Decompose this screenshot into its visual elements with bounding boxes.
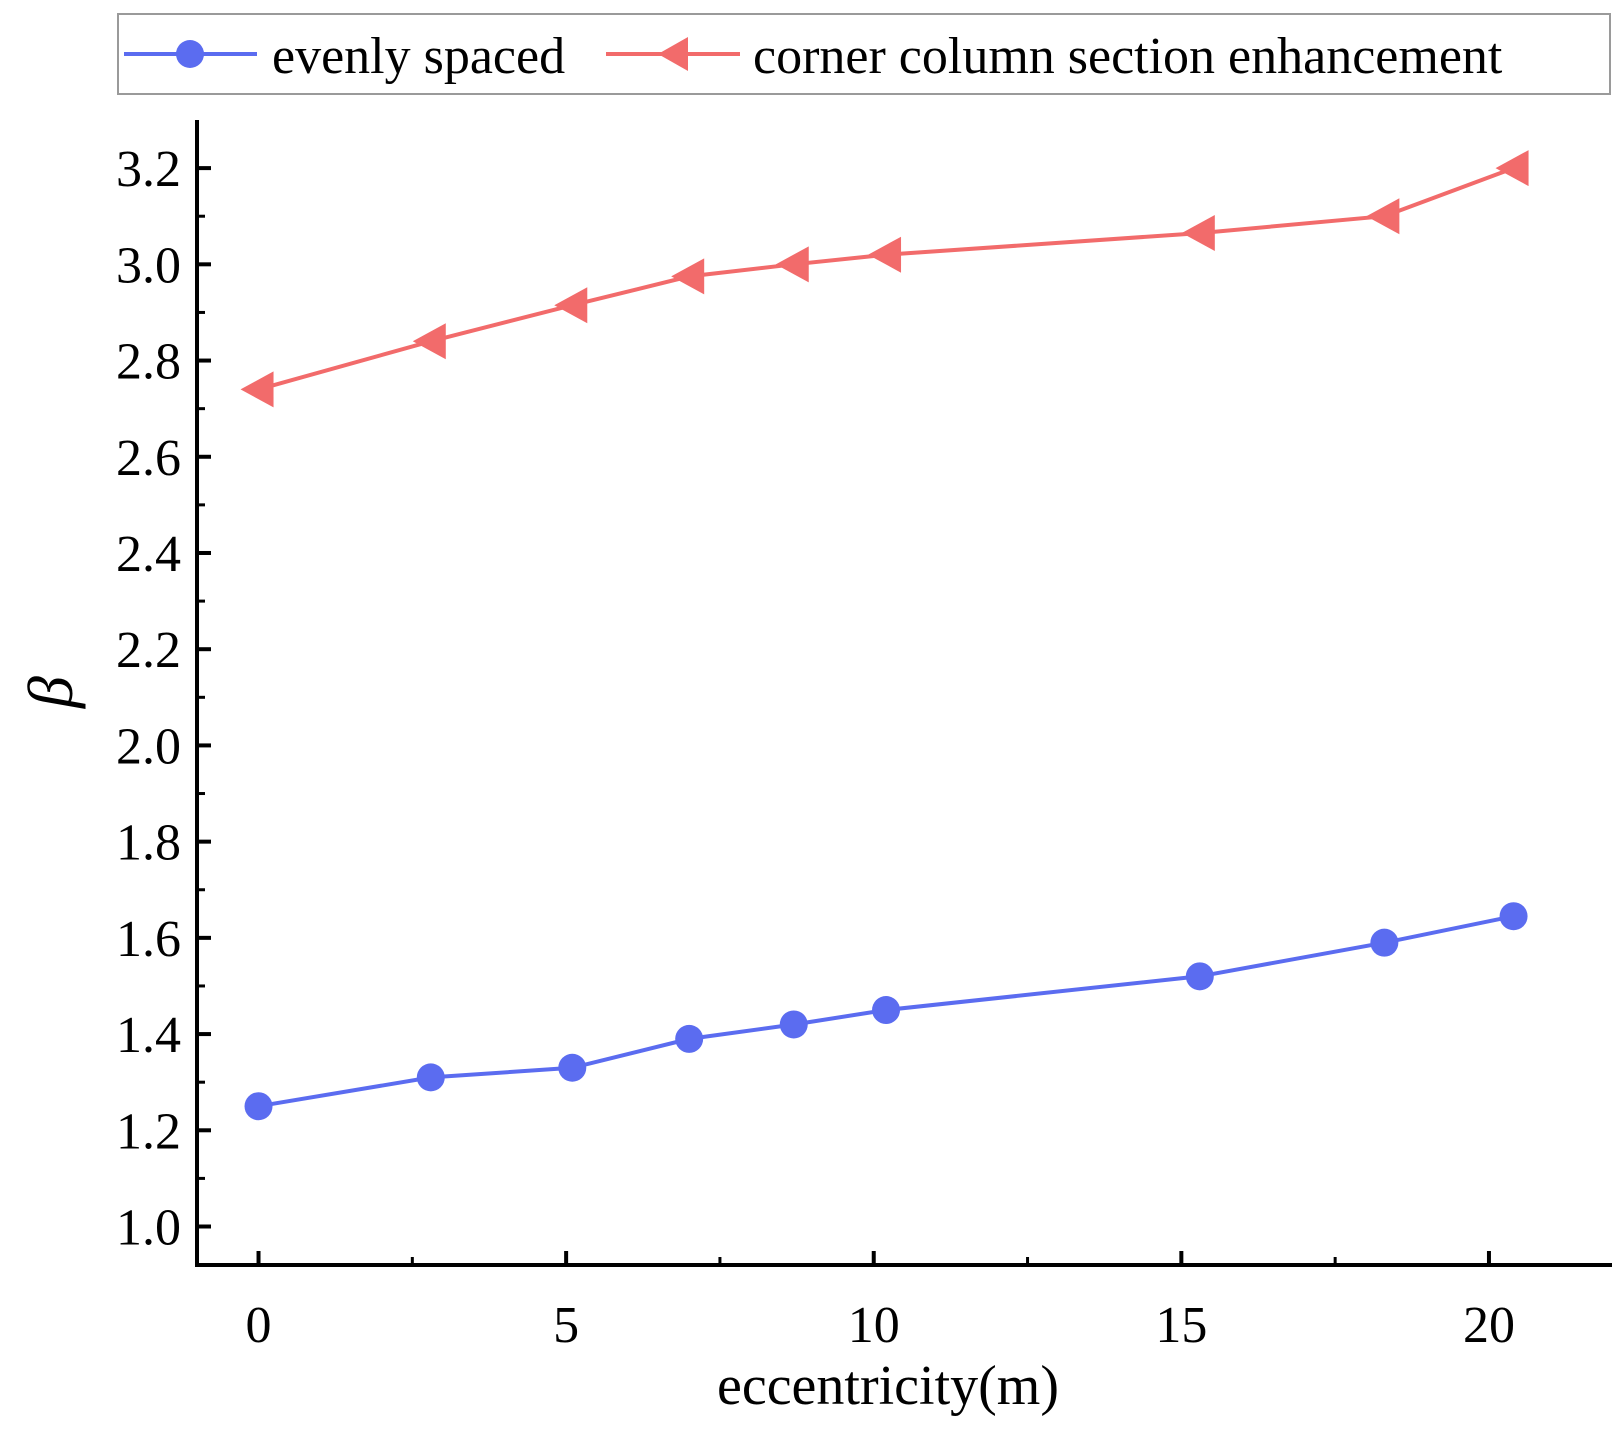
data-point-triangle — [1181, 215, 1215, 252]
y-tick-label: 2.4 — [116, 526, 181, 583]
y-tick-label: 3.0 — [116, 237, 181, 294]
data-point-triangle — [554, 287, 588, 324]
series-layer — [240, 150, 1529, 1121]
y-tick-label: 1.2 — [116, 1103, 181, 1160]
data-point-triangle — [868, 236, 902, 273]
legend-label-evenly-spaced: evenly spaced — [272, 28, 565, 85]
data-point-triangle — [240, 371, 274, 408]
y-tick-label: 1.4 — [116, 1007, 181, 1064]
y-tick-label: 3.2 — [116, 141, 181, 198]
x-ticks: 0 5 10 15 20 — [246, 1251, 1515, 1354]
legend-marker-circle-icon — [176, 40, 204, 68]
y-tick-label: 2.8 — [116, 334, 181, 391]
y-tick-label: 1.8 — [116, 815, 181, 872]
data-point-circle — [1499, 902, 1528, 931]
y-tick-label: 2.6 — [116, 430, 181, 487]
axes: 1.0 1.2 1.4 1.6 1.8 2.0 2.2 2.4 2.6 2.8 3.0 3.2 0 5 1… — [116, 120, 1612, 1354]
y-tick-label: 1.6 — [116, 911, 181, 968]
legend-label-corner-column: corner column section enhancement — [753, 28, 1503, 85]
data-point-circle — [416, 1063, 445, 1092]
legend: evenly spaced corner column section enha… — [117, 13, 1611, 95]
data-point-triangle — [412, 323, 446, 360]
data-point-triangle — [1495, 150, 1529, 187]
data-point-circle — [779, 1010, 808, 1039]
y-tick-label: 2.2 — [116, 622, 181, 679]
x-tick-label: 5 — [553, 1297, 579, 1354]
data-point-circle — [872, 996, 901, 1025]
y-tick-label: 2.0 — [116, 718, 181, 775]
x-tick-label: 0 — [246, 1297, 272, 1354]
x-tick-label: 20 — [1463, 1297, 1515, 1354]
series-line-1 — [257, 166, 1515, 392]
y-tick-label: 1.0 — [116, 1200, 181, 1257]
data-point-circle — [244, 1092, 273, 1121]
data-point-circle — [558, 1053, 587, 1082]
x-tick-label: 10 — [848, 1297, 900, 1354]
data-point-circle — [675, 1024, 704, 1053]
data-point-circle — [1370, 928, 1399, 957]
legend-marker-triangle-icon — [658, 37, 688, 71]
y-axis-title: β — [15, 676, 86, 710]
data-point-triangle — [1366, 198, 1400, 235]
y-ticks: 1.0 1.2 1.4 1.6 1.8 2.0 2.2 2.4 2.6 2.8 3.0 3.2 — [116, 141, 211, 1257]
data-point-triangle — [671, 258, 705, 295]
legend-frame — [117, 13, 1611, 95]
data-point-triangle — [775, 246, 809, 283]
data-point-circle — [1185, 962, 1214, 991]
x-tick-label: 15 — [1155, 1297, 1207, 1354]
x-axis-title: eccentricity(m) — [717, 1355, 1059, 1417]
